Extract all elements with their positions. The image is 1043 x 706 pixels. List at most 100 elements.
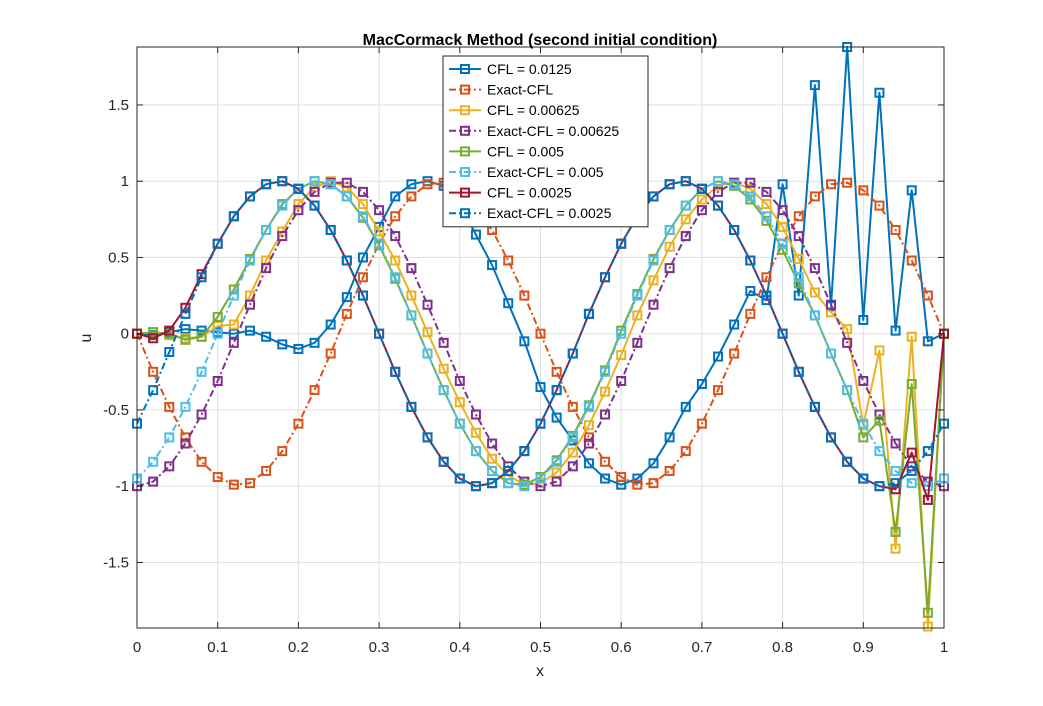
series-line [136, 180, 945, 488]
data-point-marker [277, 339, 288, 350]
data-point-marker [696, 194, 707, 205]
data-point-marker [632, 290, 643, 301]
y-tick-label: -1 [116, 478, 129, 495]
data-point-marker [583, 401, 594, 412]
x-tick-label: 0.6 [611, 639, 632, 656]
data-point-marker [696, 379, 707, 390]
data-point-marker [600, 456, 611, 467]
data-point-marker [406, 179, 417, 190]
data-point-marker [196, 272, 207, 283]
data-point-marker [422, 327, 433, 338]
data-point-marker [858, 314, 869, 325]
legend-entry: Exact-CFL = 0.00625 [449, 123, 619, 139]
legend-label: Exact-CFL [487, 82, 553, 98]
data-point-marker [664, 432, 675, 443]
data-point-marker [922, 290, 933, 301]
data-point-marker [600, 366, 611, 377]
data-point-marker [390, 255, 401, 266]
data-point-marker [906, 255, 917, 266]
data-point-marker [616, 350, 627, 361]
data-point-marker [551, 412, 562, 423]
data-point-marker [890, 478, 901, 489]
data-point-marker [503, 298, 514, 309]
data-point-marker [277, 231, 288, 242]
data-point-marker [535, 473, 546, 484]
data-point-marker [244, 325, 255, 336]
y-axis-label: u [78, 334, 95, 343]
data-point-marker [761, 272, 772, 283]
data-point-marker [212, 328, 223, 339]
data-point-marker [680, 231, 691, 242]
data-point-marker [696, 183, 707, 194]
data-point-marker [809, 401, 820, 412]
legend-entry: Exact-CFL = 0.005 [449, 164, 604, 180]
data-point-marker [777, 179, 788, 190]
data-point-marker [664, 263, 675, 274]
data-point-marker [325, 319, 336, 330]
data-point-marker [600, 386, 611, 397]
data-point-marker [890, 325, 901, 336]
data-point-marker [535, 418, 546, 429]
data-point-marker [519, 336, 530, 347]
legend: CFL = 0.0125 Exact-CFL CFL = 0.00625 Exact-… [442, 55, 649, 228]
data-point-marker [180, 324, 191, 335]
data-point-marker [842, 385, 853, 396]
data-point-marker [906, 465, 917, 476]
x-axis-label: x [536, 663, 544, 680]
data-point-marker [842, 456, 853, 467]
data-point-marker [390, 272, 401, 283]
data-point-marker [406, 401, 417, 412]
data-point-marker [890, 484, 901, 495]
data-point-marker [164, 346, 175, 357]
legend-label: CFL = 0.00625 [487, 102, 580, 118]
data-point-marker [664, 465, 675, 476]
data-point-marker [906, 379, 917, 390]
data-point-marker [567, 432, 578, 443]
data-point-marker [583, 438, 594, 449]
data-point-marker [277, 176, 288, 187]
x-tick-label: 0.3 [369, 639, 390, 656]
data-point-marker [922, 446, 933, 457]
data-point-marker [858, 473, 869, 484]
data-point-marker [212, 375, 223, 386]
x-tick-label: 0.2 [288, 639, 309, 656]
data-point-marker [487, 260, 498, 271]
data-point-marker [212, 238, 223, 249]
legend-label: Exact-CFL = 0.00625 [487, 123, 619, 139]
data-point-marker [874, 200, 885, 211]
data-point-marker [341, 191, 352, 202]
legend-marker-swatch [460, 208, 470, 219]
data-point-marker [713, 186, 724, 197]
data-point-marker [261, 179, 272, 190]
chart-title: MacCormack Method (second initial condit… [363, 32, 718, 49]
data-point-marker [777, 238, 788, 249]
data-point-marker [519, 290, 530, 301]
data-point-marker [309, 186, 320, 197]
data-point-marker [648, 275, 659, 286]
data-point-marker [148, 456, 159, 467]
data-point-marker [422, 348, 433, 359]
data-point-marker [341, 292, 352, 303]
data-point-marker [148, 476, 159, 487]
data-point-marker [277, 200, 288, 211]
data-point-marker [696, 418, 707, 429]
data-point-marker [503, 478, 514, 489]
data-point-marker [454, 473, 465, 484]
data-point-marker [470, 427, 481, 438]
data-point-marker [212, 311, 223, 322]
data-point-marker [244, 299, 255, 310]
data-point-marker [212, 472, 223, 483]
y-tick-label: 0 [121, 326, 129, 343]
data-point-marker [777, 205, 788, 216]
data-point-marker [745, 191, 756, 202]
data-point-marker [180, 334, 191, 345]
data-point-marker [406, 191, 417, 202]
data-point-marker [390, 231, 401, 242]
data-point-marker [164, 401, 175, 412]
data-point-marker [551, 456, 562, 467]
data-point-marker [745, 177, 756, 188]
data-point-marker [196, 331, 207, 342]
data-point-marker [809, 287, 820, 298]
data-point-marker [567, 447, 578, 458]
data-point-marker [228, 290, 239, 301]
